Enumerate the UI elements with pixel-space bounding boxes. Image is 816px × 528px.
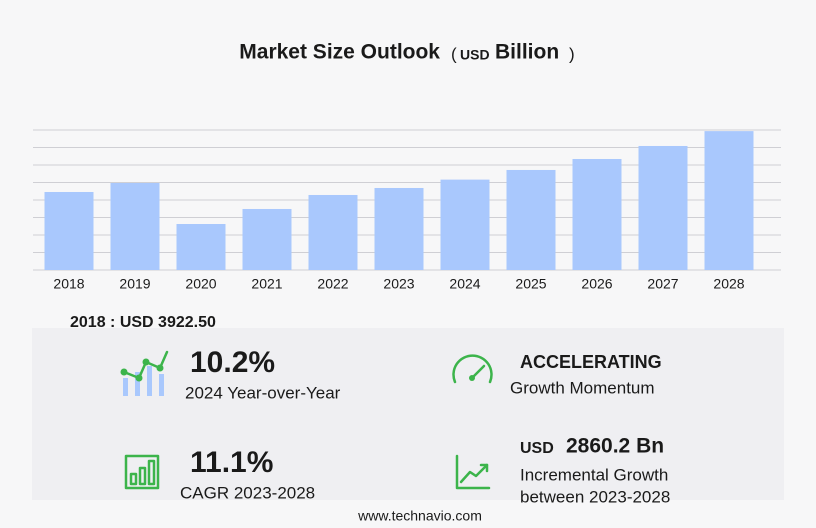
bar xyxy=(308,194,358,270)
x-tick-label: 2028 xyxy=(713,276,744,292)
bar xyxy=(638,145,688,270)
momentum-value: ACCELERATING xyxy=(520,352,662,372)
increment-value: 2860.2 Bn xyxy=(566,435,664,458)
bar xyxy=(44,191,94,270)
plot: 2018 2019 2020 2021 2022 2023 2024 2025 2026 2027… xyxy=(33,129,781,292)
x-tick-label: 2022 xyxy=(317,276,348,292)
increment-icon xyxy=(455,454,491,490)
momentum-label: Growth Momentum xyxy=(510,378,655,397)
bar xyxy=(572,158,622,270)
x-tick-label: 2026 xyxy=(581,276,612,292)
x-tick-label: 2020 xyxy=(185,276,216,292)
bar xyxy=(374,187,424,270)
x-tick-label: 2019 xyxy=(119,276,150,292)
x-tick-label: 2024 xyxy=(449,276,480,292)
unit: Billion xyxy=(495,41,559,64)
bar xyxy=(704,131,754,270)
momentum-icon xyxy=(452,354,493,384)
yoy-label: 2024 Year-over-Year xyxy=(185,383,341,402)
unit-paren: ) xyxy=(569,44,575,63)
highlight-label: 2018 : USD 3922.50 xyxy=(70,314,216,331)
x-tick-label: 2027 xyxy=(647,276,678,292)
x-tick-label: 2023 xyxy=(383,276,414,292)
unit-paren: ( xyxy=(451,44,457,63)
footer: www.technavio.com xyxy=(357,508,482,524)
bar xyxy=(242,208,292,270)
x-tick-label: 2018 xyxy=(53,276,84,292)
x-tick-label: 2021 xyxy=(251,276,282,292)
cagr-label: CAGR 2023-2028 xyxy=(180,483,315,502)
chart-title: Market Size Outlook xyxy=(239,41,440,64)
x-tick-label: 2025 xyxy=(515,276,546,292)
unit-prefix: USD xyxy=(460,47,490,63)
cagr-value: 11.1% xyxy=(190,446,273,479)
bar xyxy=(506,169,556,270)
yoy-icon xyxy=(120,350,169,396)
bar xyxy=(176,224,226,270)
increment-prefix: USD xyxy=(520,440,554,457)
bar xyxy=(110,182,160,270)
cagr-icon xyxy=(124,454,160,490)
yoy-value: 10.2% xyxy=(190,346,275,379)
increment-label: Incremental Growth xyxy=(520,465,668,484)
increment-label: between 2023-2028 xyxy=(520,487,670,506)
bar xyxy=(440,179,490,270)
